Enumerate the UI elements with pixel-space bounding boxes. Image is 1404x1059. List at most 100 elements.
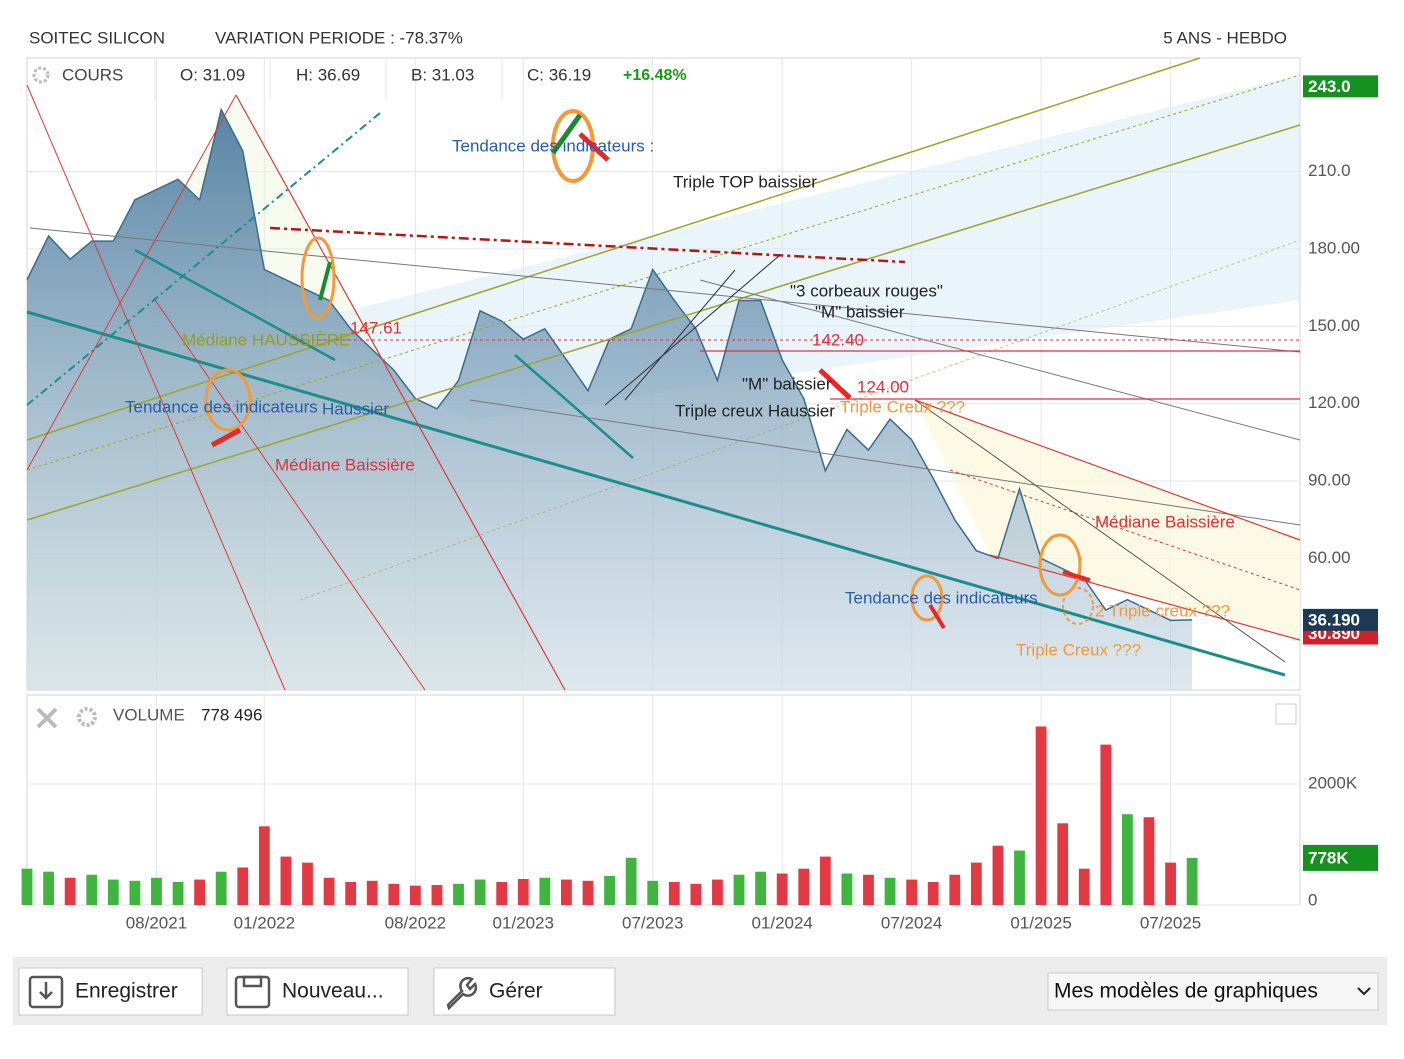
- annotation: 2 Triple creux ???: [1095, 601, 1230, 620]
- volume-bar: [668, 882, 680, 905]
- volume-marker-label: 778K: [1308, 848, 1349, 867]
- volume-bar: [1143, 817, 1155, 905]
- series-name: COURS: [62, 65, 123, 84]
- volume-bar: [151, 877, 162, 905]
- period: 5 ANS - HEBDO: [1163, 28, 1287, 47]
- volume-bar: [366, 880, 378, 905]
- volume-bar: [215, 871, 227, 905]
- volume-bar: [258, 826, 270, 905]
- arrow-down: [818, 368, 852, 400]
- volume-bar: [1035, 726, 1047, 905]
- volume-bar: [1014, 850, 1025, 905]
- x-tick-label: 07/2025: [1140, 913, 1201, 932]
- button-label[interactable]: Gérer: [489, 980, 543, 1003]
- volume-bar: [86, 874, 98, 905]
- volume-bar: [431, 885, 443, 905]
- variation: VARIATION PERIODE : -78.37%: [215, 28, 463, 47]
- highlight-circle: [1038, 533, 1082, 597]
- settings-icon[interactable]: [77, 707, 97, 727]
- volume-bar: [453, 883, 464, 905]
- pattern-line: [624, 269, 736, 401]
- annotation: 147.61: [350, 318, 402, 337]
- annotation: Tendance des indicateurs: [845, 588, 1038, 607]
- volume-bar: [992, 845, 1004, 905]
- volume-bar: [819, 856, 831, 905]
- volume-bar: [927, 882, 939, 905]
- new-icon: [234, 975, 271, 1009]
- trend-line: [914, 399, 1286, 663]
- select-arrow: [1357, 987, 1371, 996]
- y-tick-label: 2000K: [1308, 773, 1358, 792]
- highlight-circle: [204, 368, 252, 432]
- instrument: SOITEC SILICON: [29, 28, 165, 47]
- close-icon[interactable]: [36, 707, 58, 729]
- volume-bar: [172, 882, 184, 905]
- channel-band: [270, 75, 1300, 420]
- volume-bar: [43, 871, 54, 905]
- volume-bar: [517, 878, 529, 905]
- checkbox[interactable]: [1275, 703, 1297, 725]
- volume-bar: [625, 857, 637, 905]
- volume-bar: [1165, 862, 1176, 905]
- resistance-line: [269, 226, 906, 264]
- highlight-circle: [300, 236, 336, 320]
- pattern-line: [604, 254, 781, 406]
- button-label[interactable]: Nouveau...: [282, 980, 384, 1003]
- save-icon: [28, 975, 64, 1009]
- volume-bar: [733, 874, 745, 905]
- price-marker: [1303, 75, 1378, 98]
- trend-line: [26, 124, 1301, 521]
- tools-icon: [446, 976, 478, 1011]
- ohlc-low: B: 31.03: [411, 65, 474, 84]
- volume-bar: [798, 868, 810, 905]
- x-tick-label: 01/2025: [1010, 913, 1071, 932]
- drawings: [26, 57, 1301, 691]
- trend-line: [514, 354, 634, 459]
- arrow-down: [1062, 570, 1091, 582]
- volume-bar: [841, 873, 853, 905]
- annotation: "M" baissier: [815, 302, 905, 321]
- y-tick-label: 90.00: [1308, 471, 1351, 490]
- button[interactable]: [433, 967, 616, 1016]
- x-tick-label: 01/2023: [493, 913, 554, 932]
- settings-icon[interactable]: [32, 66, 50, 84]
- volume-bar: [409, 885, 421, 905]
- annotation: 124.00: [857, 377, 909, 396]
- volume-bar: [561, 879, 572, 905]
- fork-line: [154, 299, 426, 691]
- volume-bar: [884, 877, 896, 905]
- annotation: Médiane Baissière: [1095, 512, 1235, 531]
- annotation: Tendance des indicateurs :: [452, 136, 654, 155]
- volume-bar: [755, 871, 766, 905]
- x-tick-label: 07/2024: [881, 913, 942, 932]
- ohlc-high: H: 36.69: [296, 65, 360, 84]
- trend-line: [29, 227, 1301, 353]
- volume-bar: [712, 879, 723, 905]
- select-label[interactable]: Mes modèles de graphiques: [1054, 980, 1318, 1003]
- volume-bar: [604, 875, 615, 905]
- volume-bar: [496, 882, 508, 905]
- volume-bar: [582, 880, 594, 905]
- select[interactable]: [1047, 972, 1379, 1011]
- annotation: Triple creux Haussier: [675, 401, 835, 420]
- y-tick-label: 150.00: [1308, 316, 1360, 335]
- trend-line: [469, 399, 1301, 526]
- fork-band: [915, 400, 1300, 640]
- volume-bar: [388, 883, 400, 905]
- ohlc-open: O: 31.09: [180, 65, 245, 84]
- fork-line: [235, 94, 566, 691]
- volume-bar: [949, 874, 961, 905]
- x-tick-label: 07/2023: [622, 913, 683, 932]
- volume-bar: [863, 874, 874, 905]
- volume-bar: [237, 867, 249, 905]
- volume-bar: [776, 873, 788, 905]
- trend-line: [26, 57, 1201, 441]
- price-marker-label: 243.0: [1308, 77, 1351, 96]
- button-label[interactable]: Enregistrer: [75, 980, 178, 1003]
- annotation: Triple Creux ???: [1016, 640, 1141, 659]
- volume-bar: [1078, 868, 1090, 905]
- volume-bar: [647, 880, 659, 905]
- y-tick-label: 120.00: [1308, 393, 1360, 412]
- volume-bar: [129, 880, 141, 905]
